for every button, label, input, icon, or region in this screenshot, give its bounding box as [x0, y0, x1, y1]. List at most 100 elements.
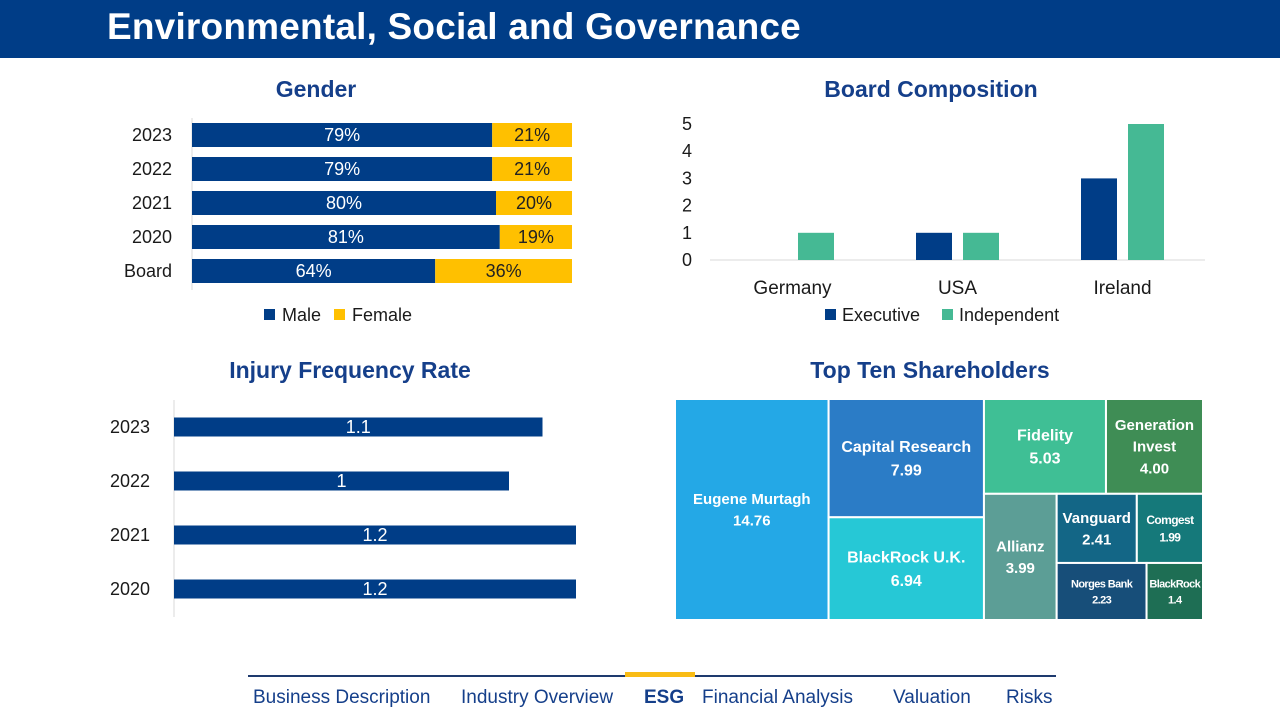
- treemap-tile-blackrock: [1145, 561, 1205, 622]
- nav-risks[interactable]: Risks: [1006, 687, 1053, 708]
- treemap-tile-comgest: [1135, 492, 1205, 564]
- gender-bar-male: [192, 259, 436, 283]
- gender-category-label: Board: [124, 261, 172, 281]
- treemap-value-label: 6.94: [891, 573, 922, 590]
- nav-industry-overview[interactable]: Industry Overview: [461, 687, 614, 708]
- gender-data-label: 21%: [514, 125, 550, 145]
- board-category-label: Ireland: [1093, 278, 1151, 299]
- gender-bar-male: [192, 225, 500, 249]
- legend-swatch: [825, 309, 836, 320]
- gender-data-label: 36%: [486, 261, 522, 281]
- treemap-value-label: 14.76: [733, 513, 771, 530]
- treemap-value-label: 1.99: [1159, 530, 1181, 544]
- board-y-tick: 2: [682, 196, 692, 216]
- injury-bar: [174, 579, 576, 599]
- treemap-tile-capital-research: [827, 398, 985, 519]
- legend-swatch: [942, 309, 953, 320]
- gender-bar-male: [192, 157, 493, 181]
- page-header: Environmental, Social and Governance: [0, 0, 1280, 58]
- gender-data-label: 21%: [514, 159, 550, 179]
- treemap-tile-blackrock-u-k: [827, 516, 985, 622]
- board-y-tick: 5: [682, 114, 692, 134]
- injury-data-label: 1.2: [362, 579, 387, 599]
- treemap-name-label: Eugene Murtagh: [693, 491, 811, 508]
- board-bar-executive: [1081, 178, 1117, 260]
- board-y-tick: 0: [682, 250, 692, 270]
- gender-bar-male: [192, 191, 496, 215]
- injury-data-label: 1.1: [346, 417, 371, 437]
- page-title: Environmental, Social and Governance: [107, 6, 801, 47]
- legend-label: Independent: [959, 305, 1059, 325]
- treemap-tile-allianz: [982, 492, 1058, 621]
- injury-data-label: 1.2: [362, 525, 387, 545]
- legend-label: Executive: [842, 305, 920, 325]
- injury-bar: [174, 525, 576, 545]
- legend-swatch: [264, 309, 275, 320]
- board-bar-executive: [916, 232, 952, 260]
- board-category-label: USA: [938, 278, 977, 299]
- gender-data-label: 80%: [326, 193, 362, 213]
- board-bar-independent: [798, 232, 834, 260]
- treemap-name-label: BlackRock U.K.: [847, 550, 965, 567]
- board-category-label: Germany: [753, 278, 832, 299]
- gender-bar-female: [435, 259, 572, 283]
- treemap-name-label: Comgest: [1146, 513, 1194, 527]
- gender-bar-female: [492, 157, 572, 181]
- treemap-name-label: BlackRock: [1149, 578, 1201, 590]
- treemap-tile-eugene-murtagh: [674, 398, 830, 621]
- board-bar-independent: [1128, 124, 1164, 260]
- gender-data-label: 81%: [328, 227, 364, 247]
- gender-bar-female: [499, 225, 572, 249]
- injury-category-label: 2022: [110, 471, 150, 491]
- gender-data-label: 79%: [324, 125, 360, 145]
- legend-swatch: [334, 309, 345, 320]
- nav-business-description[interactable]: Business Description: [253, 687, 431, 708]
- treemap-value-label: 5.03: [1029, 451, 1060, 468]
- treemap-value-label: 2.41: [1082, 532, 1111, 549]
- treemap-name-label: Vanguard: [1063, 510, 1131, 527]
- nav-esg[interactable]: ESG: [644, 687, 685, 708]
- legend-label: Female: [352, 305, 412, 325]
- legend-label: Male: [282, 305, 321, 325]
- board-y-tick: 3: [682, 168, 692, 188]
- treemap-name-label: Fidelity: [1017, 427, 1073, 444]
- nav-financial-analysis[interactable]: Financial Analysis: [702, 687, 854, 708]
- gender-bar-male: [192, 123, 493, 147]
- treemap-title: Top Ten Shareholders: [810, 357, 1049, 383]
- injury-frequency-chart: Injury Frequency Rate 2023 1.1 2022 1 2021 1.2…: [110, 357, 576, 617]
- injury-category-label: 2020: [110, 579, 150, 599]
- treemap-name-label: Invest: [1133, 439, 1176, 456]
- nav-valuation[interactable]: Valuation: [893, 687, 971, 708]
- injury-category-label: 2021: [110, 525, 150, 545]
- injury-data-label: 1: [336, 471, 346, 491]
- injury-bar: [174, 417, 543, 437]
- treemap-value-label: 2.23: [1092, 594, 1111, 606]
- gender-category-label: 2020: [132, 227, 172, 247]
- board-bar-independent: [963, 232, 999, 260]
- injury-bar: [174, 471, 509, 491]
- treemap-value-label: 1.4: [1168, 594, 1183, 606]
- gender-data-label: 20%: [516, 193, 552, 213]
- gender-category-label: 2022: [132, 159, 172, 179]
- board-chart-title: Board Composition: [824, 76, 1037, 102]
- treemap-name-label: Capital Research: [841, 439, 971, 456]
- board-y-tick: 4: [682, 141, 692, 161]
- treemap-value-label: 3.99: [1006, 560, 1035, 577]
- gender-data-label: 79%: [324, 159, 360, 179]
- top-shareholders-treemap: Top Ten Shareholders Eugene Murtagh 14.76 C…: [674, 357, 1205, 622]
- treemap-tile-norges-bank: [1055, 561, 1148, 622]
- gender-data-label: 19%: [518, 227, 554, 247]
- gender-category-label: 2023: [132, 125, 172, 145]
- gender-bar-female: [496, 191, 572, 215]
- board-composition-chart: Board Composition 0 1 2 3 4 5 Germany USA Ireland…: [682, 76, 1205, 325]
- injury-category-label: 2023: [110, 417, 150, 437]
- gender-chart: Gender 2023 79% 21% 2022 79% 21% 2021 80% 20% 2020…: [124, 76, 572, 325]
- gender-bar-female: [492, 123, 572, 147]
- gender-data-label: 64%: [296, 261, 332, 281]
- injury-chart-title: Injury Frequency Rate: [229, 357, 471, 383]
- treemap-value-label: 7.99: [891, 462, 922, 479]
- section-nav: Business Description Industry Overview E…: [248, 670, 1056, 710]
- treemap-tile-fidelity: [982, 398, 1107, 495]
- treemap-name-label: Generation: [1115, 417, 1194, 434]
- gender-category-label: 2021: [132, 193, 172, 213]
